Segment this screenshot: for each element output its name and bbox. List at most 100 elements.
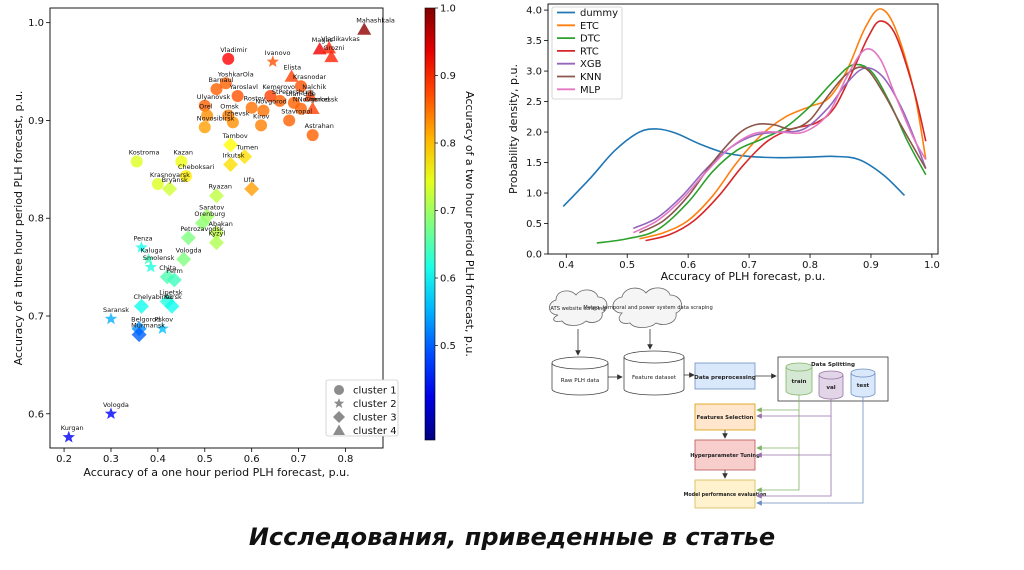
pipeline-diagram-svg: ATS website scraping Meteo, temporal and… (549, 287, 889, 509)
colorbar-tick-label: 1.0 (440, 4, 456, 15)
scatter-point-label: Stavropol (281, 107, 312, 115)
scatter-x-tick-label: 0.8 (338, 454, 354, 465)
legend-label: cluster 3 (353, 413, 397, 424)
scatter-point (222, 52, 235, 65)
scatter-point-label: Mahashkala (356, 17, 395, 25)
scatter-x-axis-label: Accuracy of a one hour period PLH foreca… (83, 466, 349, 479)
density-series-rtc (645, 20, 927, 242)
scatter-y-tick-label: 0.6 (28, 409, 44, 420)
scatter-point (176, 251, 192, 267)
scatter-point-label: Rostov (244, 95, 266, 103)
scatter-point-label: Kemerovo (262, 83, 295, 91)
scatter-point-label: Cherkessk (305, 96, 339, 104)
scatter-chart: 0.2 0.3 0.4 0.5 0.6 0.7 0.8 0.6 0.7 0.8 0.9 1.0 Accu… (12, 4, 476, 480)
scatter-point-label: Tambov (222, 132, 248, 140)
scatter-point (219, 77, 232, 90)
scatter-x-tick-label: 0.5 (197, 454, 213, 465)
scatter-point (266, 55, 279, 68)
page-caption: Исследования, приведенные в статье (248, 523, 776, 551)
scatter-point-label: Petrozavodsk (180, 225, 223, 233)
scatter-point-label: Orenburg (194, 210, 225, 218)
scatter-x-tick-label: 0.2 (56, 454, 72, 465)
scatter-point (164, 298, 180, 314)
box-data-splitting: Data Splitting train val test (777, 356, 889, 402)
scatter-point-label: Yaroslavl (229, 83, 259, 91)
scatter-point (264, 90, 277, 102)
scatter-point-label: Novgorod (255, 98, 286, 106)
scatter-y-tick-label: 0.8 (28, 214, 44, 225)
scatter-point (135, 241, 148, 253)
scatter-point-label: Belgorod (131, 316, 160, 324)
scatter-point-label: Tumen (236, 144, 259, 152)
scatter-point (324, 49, 339, 63)
scatter-point (245, 101, 258, 114)
legend-label: cluster 1 (353, 386, 397, 397)
scatter-point (294, 80, 307, 93)
scatter-point (198, 121, 211, 134)
legend-marker-circle (334, 385, 344, 395)
scatter-chart-panel: 0.2 0.3 0.4 0.5 0.6 0.7 0.8 0.6 0.7 0.8 0.9 1.0 Accu… (0, 0, 476, 480)
scatter-point (257, 104, 270, 117)
density-series-knn (639, 66, 927, 234)
density-x-axis-label: Accuracy of PLH forecast, p.u. (661, 270, 826, 283)
scatter-point-label: Kurgan (61, 424, 84, 432)
scatter-point-label: Izhevsk (225, 109, 250, 117)
cylinder-raw-plh: Raw PLH data (551, 356, 609, 396)
scatter-point (223, 137, 239, 153)
density-y-tick-label: 3.0 (526, 67, 542, 78)
scatter-point-label: Penza (133, 235, 152, 243)
scatter-point-label: Ryazan (209, 183, 233, 191)
scatter-point-label: Vologda (103, 401, 129, 409)
line-val-evaluation (756, 455, 832, 499)
scatter-legend-box (325, 379, 399, 437)
density-legend-label: KNN (580, 72, 602, 83)
scatter-x-tick-label: 0.3 (103, 454, 119, 465)
density-x-tick-label: 0.6 (680, 260, 696, 271)
scatter-point-label: Chita (159, 264, 176, 272)
scatter-point-label: Omsk (220, 103, 239, 111)
scatter-point-label: Vladimir (220, 46, 247, 54)
density-y-tick-label: 2.5 (526, 97, 542, 108)
scatter-point-label: Grozni (323, 44, 344, 52)
scatter-point-label: Saransk (103, 306, 129, 314)
colorbar-tick-label: 0.5 (440, 341, 456, 352)
scatter-point-label: Kazan (173, 149, 193, 157)
scatter-point (305, 101, 320, 114)
scatter-point (237, 149, 253, 165)
scatter-point-label: Astrahan (305, 122, 334, 130)
scatter-point (303, 89, 318, 102)
density-series-dtc (596, 63, 927, 244)
scatter-point (255, 119, 268, 132)
cloud-meteo-scraping: Meteo, temporal and power system data sc… (583, 287, 713, 328)
density-legend-label: DTC (580, 34, 600, 45)
density-legend-label: ETC (580, 21, 599, 32)
scatter-point-label: Novosibirsk (197, 114, 235, 122)
scatter-point (131, 327, 147, 343)
scatter-point-label: Krasnodar (293, 73, 327, 81)
density-x-tick-label: 0.8 (802, 260, 818, 271)
density-y-tick-label: 3.5 (526, 36, 542, 47)
scatter-point (142, 252, 155, 265)
scatter-point (231, 90, 244, 102)
scatter-point-label: Ulyanovsk (197, 93, 231, 101)
colorbar-tick-label: 0.8 (440, 139, 456, 150)
scatter-point-label: Perm (166, 267, 183, 275)
scatter-point (104, 407, 118, 420)
preprocessing-label: Data preprocessing (694, 375, 756, 381)
scatter-point-label: Orel (199, 103, 213, 111)
scatter-x-tick-label: 0.4 (150, 454, 166, 465)
scatter-point-label: Lipetsk (159, 288, 182, 296)
colorbar-tick-label: 0.6 (440, 274, 456, 285)
scatter-point (209, 235, 224, 251)
density-chart-panel: 0.4 0.5 0.6 0.7 0.8 0.9 1.0 0.0 0.5 1.0 1.5 2.0 2.5 3… (500, 0, 940, 285)
density-x-tick-label: 0.7 (741, 260, 757, 271)
scatter-point (209, 225, 224, 241)
cylinder-raw-label: Raw PLH data (561, 378, 600, 384)
colorbar (424, 7, 436, 441)
scatter-point (62, 430, 75, 443)
legend-marker-star (333, 398, 345, 408)
colorbar-label: Accuracy of a two hour period PLH foreca… (463, 91, 475, 357)
scatter-point (201, 109, 214, 122)
density-legend-label: RTC (580, 46, 599, 57)
